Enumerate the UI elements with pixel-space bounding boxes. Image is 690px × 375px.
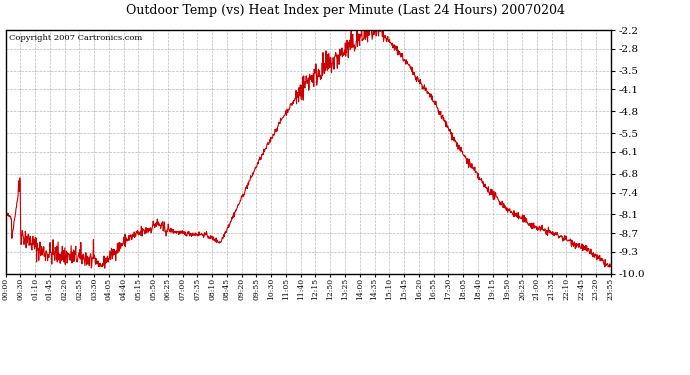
Text: Copyright 2007 Cartronics.com: Copyright 2007 Cartronics.com <box>8 34 142 42</box>
Text: Outdoor Temp (vs) Heat Index per Minute (Last 24 Hours) 20070204: Outdoor Temp (vs) Heat Index per Minute … <box>126 4 564 17</box>
